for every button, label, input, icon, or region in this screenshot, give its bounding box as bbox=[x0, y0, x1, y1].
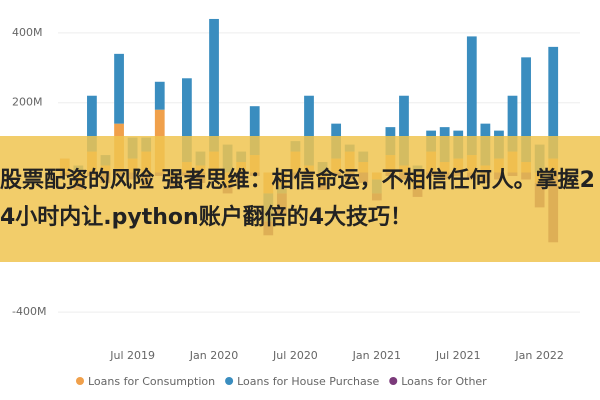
legend-marker bbox=[76, 377, 84, 385]
bar-segment bbox=[182, 78, 192, 163]
x-tick-label: Jul 2019 bbox=[109, 349, 155, 362]
x-tick-label: Jan 2021 bbox=[352, 349, 401, 362]
bar-segment bbox=[249, 106, 260, 156]
legend-label: Loans for House Purchase bbox=[237, 375, 379, 388]
bar-segment bbox=[548, 46, 559, 159]
bar-segment bbox=[521, 57, 531, 163]
x-tick-label: Jul 2021 bbox=[435, 349, 481, 362]
legend-label: Loans for Consumption bbox=[88, 375, 215, 388]
x-tick-label: Jul 2020 bbox=[272, 349, 318, 362]
bar-segment bbox=[399, 95, 409, 166]
bar-segment bbox=[304, 95, 314, 166]
y-tick-label: 400M bbox=[12, 26, 43, 39]
legend-marker bbox=[225, 377, 234, 385]
y-tick-label: -400M bbox=[12, 305, 46, 318]
bar-segment bbox=[114, 53, 124, 124]
legend-label: Loans for Other bbox=[401, 375, 487, 388]
y-tick-label: 200M bbox=[12, 96, 43, 109]
legend-marker bbox=[389, 377, 398, 385]
x-tick-label: Jan 2022 bbox=[514, 349, 563, 362]
bar-segment bbox=[154, 81, 165, 110]
overlay-banner: 股票配资的风险 强者思维：相信命运，不相信任何人。掌握24小时内让.python… bbox=[0, 136, 600, 262]
bar-segment bbox=[209, 18, 219, 152]
bar-segment bbox=[507, 95, 518, 152]
x-tick-label: Jan 2020 bbox=[189, 349, 238, 362]
bar-segment bbox=[466, 36, 477, 156]
bar-segment bbox=[87, 95, 97, 152]
